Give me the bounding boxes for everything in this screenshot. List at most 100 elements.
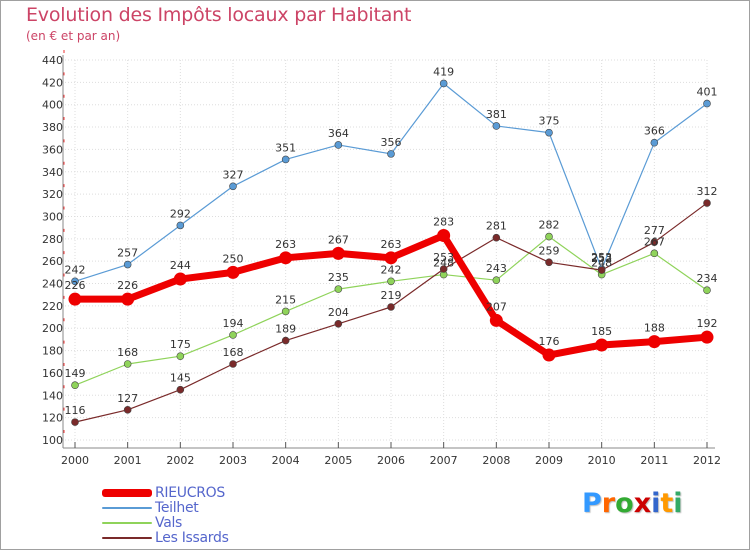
data-label: 257 [117, 247, 138, 260]
data-label: 242 [65, 263, 86, 276]
data-point [650, 138, 659, 147]
data-point [173, 272, 187, 286]
data-label: 194 [223, 317, 244, 330]
legend-item-vals: Vals [102, 515, 182, 531]
data-label: 168 [223, 346, 244, 359]
data-label: 235 [328, 271, 349, 284]
data-label: 327 [223, 168, 244, 181]
data-point [123, 360, 132, 368]
data-label: 175 [170, 338, 191, 351]
data-label: 375 [539, 115, 560, 128]
x-tick-label: 2011 [640, 454, 668, 467]
y-tick-label: 440 [42, 54, 63, 67]
data-label: 259 [539, 244, 560, 257]
logo-letter: i [651, 488, 661, 519]
data-point [229, 182, 237, 191]
data-label: 219 [381, 289, 402, 302]
data-point [281, 155, 290, 164]
data-point [545, 232, 553, 241]
data-label: 192 [697, 317, 718, 330]
data-point [68, 292, 82, 306]
chart-title: Evolution des Impôts locaux par Habitant [26, 4, 412, 26]
data-label: 419 [433, 65, 454, 78]
data-point [703, 199, 711, 207]
data-point [334, 141, 343, 149]
data-label: 116 [65, 404, 86, 417]
x-tick-label: 2003 [219, 454, 247, 467]
data-point [176, 352, 185, 360]
data-label: 292 [170, 207, 191, 220]
data-label: 188 [644, 322, 665, 335]
legend-item-teilhet: Teilhet [102, 500, 199, 516]
y-tick-label: 100 [42, 434, 63, 447]
data-label: 244 [170, 259, 191, 272]
data-point [229, 360, 237, 368]
data-labels: 242 257 292 327 351 364 356 419 381 375 253 366 401 1… [65, 65, 718, 417]
data-point [542, 348, 556, 362]
y-tick-label: 360 [42, 143, 63, 156]
data-label: 242 [381, 263, 402, 276]
data-label: 267 [644, 235, 665, 248]
axes [62, 55, 715, 449]
legend-item-rieucros: RIEUCROS [102, 485, 225, 501]
data-label: 250 [223, 252, 244, 265]
data-label: 248 [591, 257, 612, 270]
data-label: 168 [117, 346, 138, 359]
data-point [226, 265, 240, 279]
data-point [387, 150, 395, 158]
data-point [334, 285, 343, 293]
data-point [123, 260, 132, 269]
x-tick-label: 2005 [324, 454, 352, 467]
data-point [229, 331, 237, 339]
x-tick-label: 2012 [693, 454, 721, 467]
data-point [595, 338, 609, 352]
data-point [703, 286, 711, 295]
data-label: 149 [65, 367, 86, 380]
x-tick-label: 2000 [61, 454, 89, 467]
data-label: 226 [65, 279, 86, 292]
data-point [545, 258, 553, 267]
legend-swatch-teilhet [102, 507, 152, 509]
data-label: 312 [697, 185, 718, 198]
data-point [387, 277, 395, 286]
legend-label-les-issards: Les Issards [155, 530, 229, 546]
logo-letter: r [601, 488, 616, 519]
x-tick-label: 2010 [588, 454, 616, 467]
data-point [545, 128, 553, 137]
y-tick-label: 280 [42, 233, 63, 246]
logo-letter: t [660, 488, 674, 519]
data-label: 189 [275, 323, 296, 336]
data-point [650, 238, 659, 246]
data-point [489, 313, 503, 327]
y-tick-label: 120 [42, 412, 63, 425]
y-tick-label: 300 [42, 210, 63, 223]
series-points [68, 79, 714, 426]
y-tick-label: 200 [42, 322, 63, 335]
logo-letter: i [673, 488, 683, 519]
data-label: 263 [275, 238, 296, 251]
data-label: 185 [591, 325, 612, 338]
data-point [331, 246, 345, 260]
legend-label-rieucros: RIEUCROS [155, 485, 225, 501]
y-tick-label: 140 [42, 389, 63, 402]
data-point [387, 303, 395, 311]
data-point [121, 292, 135, 306]
data-point [439, 79, 448, 88]
x-tick-label: 2001 [114, 454, 142, 467]
data-label: 253 [433, 251, 454, 264]
data-point [439, 265, 448, 273]
data-label: 243 [486, 262, 507, 275]
data-point [492, 276, 501, 284]
logo-letter: o [615, 488, 634, 519]
data-point [176, 385, 185, 394]
x-tick-label: 2004 [272, 454, 300, 467]
data-point [123, 406, 132, 414]
data-label: 364 [328, 127, 349, 140]
chart-subtitle: (en € et par an) [26, 29, 121, 43]
data-point [492, 233, 501, 242]
data-label: 267 [328, 233, 349, 246]
y-tick-label: 340 [42, 166, 63, 179]
y-tick-label: 260 [42, 255, 63, 268]
